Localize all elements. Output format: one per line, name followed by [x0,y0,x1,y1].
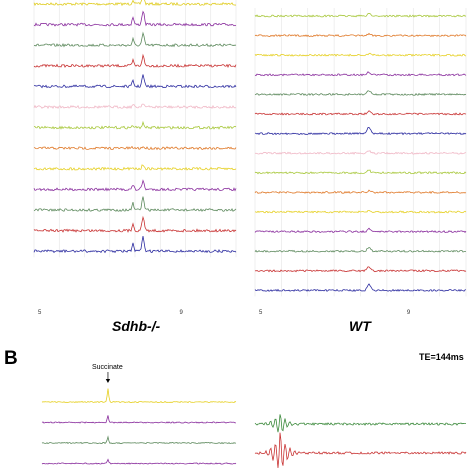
spectrum-trace [33,31,237,48]
spectrum-trace [33,120,237,130]
spectrum-trace [33,10,237,27]
spectrum-trace [33,164,237,171]
sdhb-label: Sdhb-/- [112,318,161,334]
spectrum-trace [254,32,467,38]
x-tick-label: 5 [259,310,263,316]
panel-b-left-spectra [41,372,237,465]
spectrum-trace [254,52,467,57]
spectrum-trace [33,145,237,151]
wt-label: WT [349,318,371,334]
spectrum-trace [254,432,467,468]
spectrum-trace [254,209,467,214]
spectrum-trace [41,458,237,465]
spectrum-trace [254,110,467,116]
succinate-arrow-head [105,379,111,383]
spectrum-trace [254,227,467,234]
spectrum-trace [41,388,237,404]
spectrum-trace [33,74,237,89]
spectrum-trace [41,415,237,424]
spectrum-trace [254,189,467,195]
spectrum-trace [33,0,237,7]
spectrum-trace [254,90,467,96]
spectrum-trace [254,414,467,433]
spectrum-trace [254,126,467,136]
spectrum-trace [33,236,237,254]
panel-b-right-spectra [254,414,467,468]
spectrum-trace [33,53,237,68]
x-tick-label: 9 [407,310,411,316]
spectrum-trace [33,196,237,213]
panel-b-label: B [4,348,18,369]
spectrum-trace [254,266,467,273]
spectrum-trace [33,103,237,110]
spectrum-trace [33,179,237,192]
spectrum-trace [33,215,237,233]
x-tick-label: 5 [38,310,42,316]
spectrum-trace [41,435,237,445]
spectrum-trace [254,13,467,18]
succinate-annotation: Succinate [92,364,123,371]
spectrum-trace [254,169,467,175]
x-tick-label: 9 [179,310,183,316]
spectrum-trace [254,150,467,155]
spectrum-trace [254,247,467,253]
spectrum-trace [254,71,467,77]
te-label: TE=144ms [419,352,464,362]
spectrum-trace [254,283,467,292]
